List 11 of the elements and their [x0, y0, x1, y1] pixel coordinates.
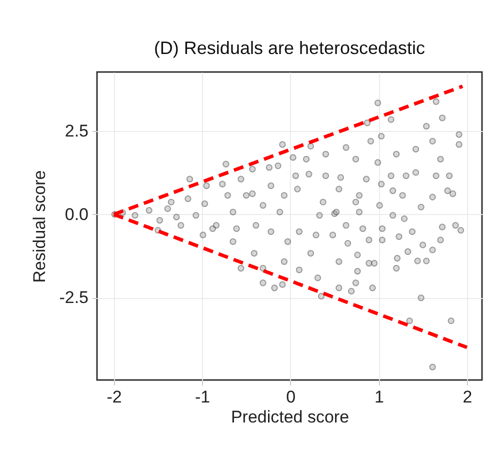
y-tick-label: -2.5: [59, 288, 88, 308]
y-tick-label: 2.5: [64, 122, 88, 141]
x-axis-title: Predicted score: [230, 408, 350, 426]
x-tick-label: 0: [286, 388, 296, 406]
y-axis-title: Residual score: [30, 170, 50, 283]
x-tick-label: 2: [462, 388, 472, 406]
x-tick-label: -1: [195, 388, 210, 406]
chart-title: (D) Residuals are heteroscedastic: [154, 38, 426, 58]
x-tick-label: 1: [374, 388, 384, 406]
y-tick-label: 0.0: [64, 204, 88, 224]
x-tick-label: -2: [106, 388, 122, 406]
